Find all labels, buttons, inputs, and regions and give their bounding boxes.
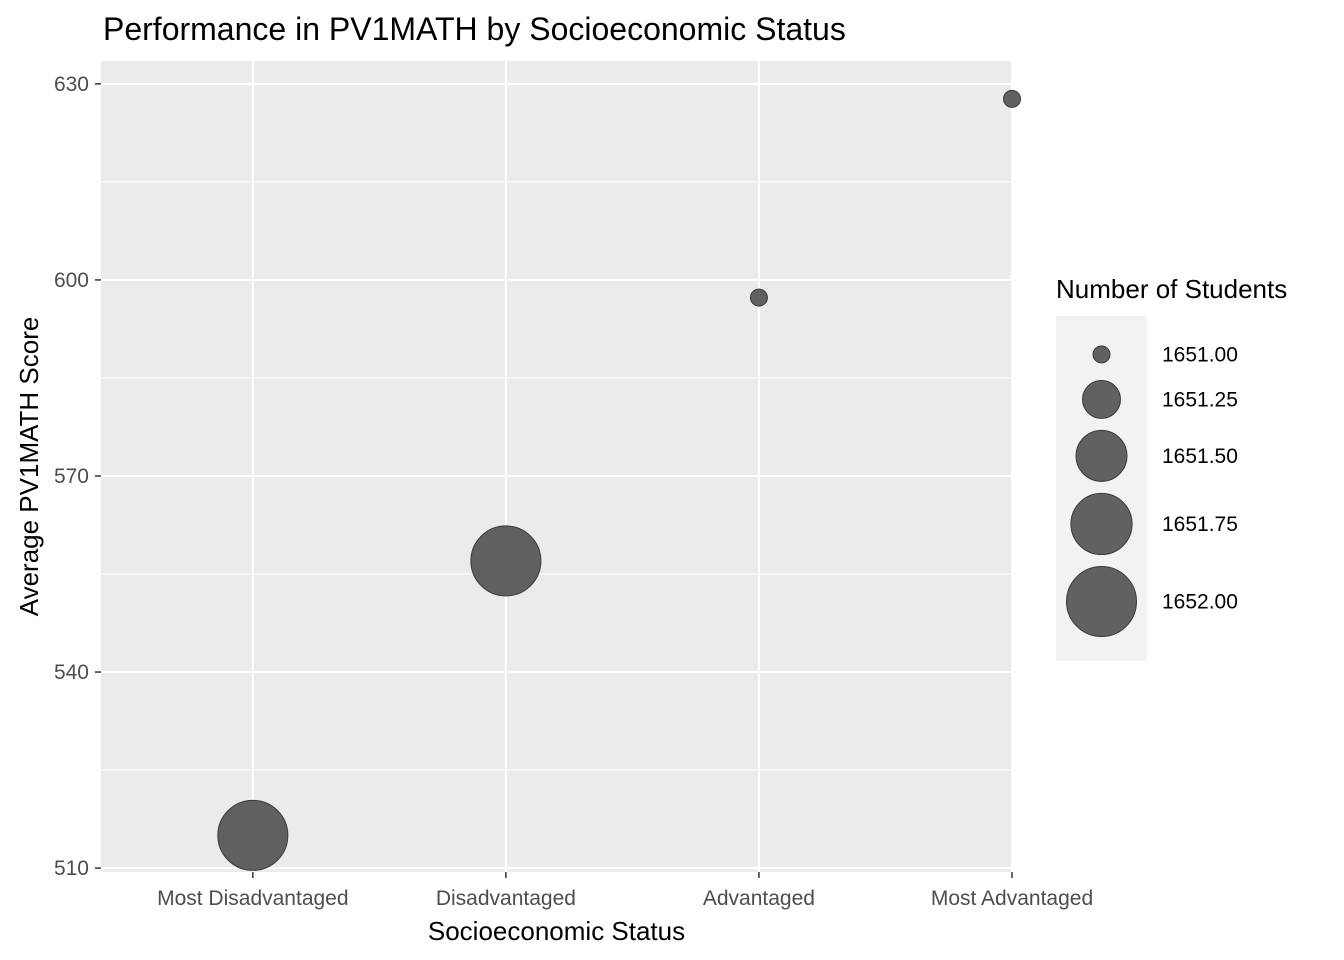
legend-label: 1651.00 bbox=[1162, 343, 1238, 366]
y-axis-title: Average PV1MATH Score bbox=[14, 317, 44, 617]
plot-panel bbox=[101, 61, 1012, 872]
data-points bbox=[217, 89, 1021, 871]
y-tick-label: 630 bbox=[54, 73, 89, 96]
chart-title: Performance in PV1MATH by Socioeconomic … bbox=[103, 11, 846, 47]
y-tick-label: 540 bbox=[54, 661, 89, 684]
legend-key-circle bbox=[1075, 429, 1128, 482]
data-point bbox=[1003, 89, 1021, 108]
data-point bbox=[470, 525, 542, 597]
y-tick-label: 570 bbox=[54, 465, 89, 488]
legend-label: 1651.75 bbox=[1162, 513, 1238, 536]
y-tick-label: 510 bbox=[54, 857, 89, 880]
legend-keys: 1651.00 1651.25 1651.50 1651.75 1652.00 bbox=[1066, 343, 1238, 638]
legend-label: 1651.25 bbox=[1162, 388, 1238, 411]
legend-title: Number of Students bbox=[1056, 274, 1287, 304]
x-axis: Most Disadvantaged Disadvantaged Advantage… bbox=[157, 872, 1093, 910]
x-axis-title: Socioeconomic Status bbox=[428, 916, 685, 946]
legend-label: 1651.50 bbox=[1162, 445, 1238, 468]
legend-key-circle bbox=[1066, 566, 1137, 638]
y-axis: 510 540 570 600 630 bbox=[54, 73, 101, 880]
x-tick-label: Most Disadvantaged bbox=[157, 887, 348, 910]
x-tick-label: Advantaged bbox=[703, 887, 815, 910]
data-point bbox=[749, 288, 768, 307]
legend-label: 1652.00 bbox=[1162, 591, 1238, 614]
data-point bbox=[217, 799, 289, 871]
y-tick-label: 600 bbox=[54, 269, 89, 292]
legend-key-circle bbox=[1092, 345, 1111, 364]
x-tick-label: Disadvantaged bbox=[436, 887, 576, 910]
legend-key-circle bbox=[1070, 492, 1133, 556]
legend-key-circle bbox=[1082, 379, 1121, 419]
x-tick-label: Most Advantaged bbox=[931, 887, 1093, 910]
major-gridlines bbox=[101, 61, 1013, 872]
legend: Number of Students 1651.00 1651.25 1651.50… bbox=[1056, 274, 1287, 661]
